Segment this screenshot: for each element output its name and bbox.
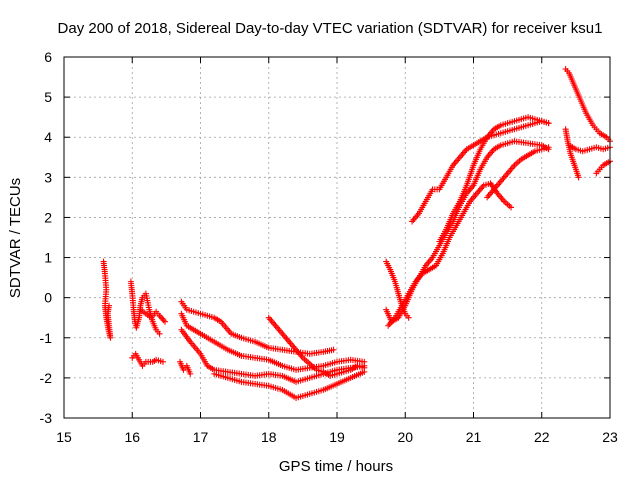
- data-point: [545, 120, 552, 127]
- x-tick-label-22: 22: [534, 429, 550, 445]
- data-point: [156, 330, 163, 337]
- y-tick-label-1: 1: [44, 250, 52, 266]
- chart-title: Day 200 of 2018, Sidereal Day-to-day VTE…: [58, 20, 603, 37]
- y-axis-label: SDTVAR / TECUs: [7, 178, 24, 298]
- x-tick-label-17: 17: [193, 429, 209, 445]
- y-tick-label--1: -1: [40, 330, 53, 346]
- series-pass-22.3a: [562, 66, 613, 145]
- grid-lines: [64, 57, 610, 418]
- y-tick-label-3: 3: [44, 169, 52, 185]
- y-tick-label-0: 0: [44, 290, 52, 306]
- data-point: [405, 314, 412, 321]
- x-tick-label-21: 21: [466, 429, 482, 445]
- data-point: [162, 318, 169, 325]
- series-pass-22.3b: [562, 126, 582, 181]
- data-point: [361, 364, 368, 371]
- x-tick-label-16: 16: [124, 429, 140, 445]
- series-pass-15.6: [100, 258, 114, 341]
- y-tick-label-4: 4: [44, 129, 52, 145]
- series-pass-16.7c: [178, 326, 368, 385]
- series-pass-16.1c: [137, 306, 169, 325]
- x-tick-label-20: 20: [397, 429, 413, 445]
- x-axis-label: GPS time / hours: [279, 458, 393, 475]
- series-pass-19.7b: [383, 138, 552, 325]
- series-pass-22.4c: [566, 142, 613, 155]
- plot-frame: [63, 56, 611, 419]
- series-pass-21.2: [484, 144, 552, 201]
- data-point: [159, 315, 166, 322]
- series-pass-17.2: [211, 368, 368, 401]
- data-point: [545, 144, 552, 151]
- series-pass-16.0b: [129, 350, 166, 369]
- series-pass-19.75c: [385, 180, 515, 329]
- x-tick-label-19: 19: [329, 429, 345, 445]
- series-pass-16.7a: [178, 298, 337, 357]
- data-points: [100, 66, 613, 401]
- y-tick-label--3: -3: [40, 410, 53, 426]
- data-point: [508, 204, 515, 211]
- x-tick-label-18: 18: [261, 429, 277, 445]
- series-pass-16.7d: [177, 358, 194, 377]
- x-tick-label-15: 15: [56, 429, 72, 445]
- y-tick-label-5: 5: [44, 89, 52, 105]
- data-point: [187, 370, 194, 377]
- data-point: [575, 174, 582, 181]
- y-tick-label-6: 6: [44, 49, 52, 65]
- data-point: [106, 302, 113, 309]
- series-pass-18.0: [265, 314, 368, 379]
- y-tick-label--2: -2: [40, 370, 53, 386]
- data-point: [160, 317, 167, 324]
- data-point: [157, 314, 164, 321]
- series-pass-16.0a: [127, 278, 163, 337]
- x-tick-label-23: 23: [602, 429, 618, 445]
- data-point: [330, 346, 337, 353]
- series-pass-20.5: [436, 114, 552, 245]
- y-tick-label-2: 2: [44, 209, 52, 225]
- data-point: [159, 358, 166, 365]
